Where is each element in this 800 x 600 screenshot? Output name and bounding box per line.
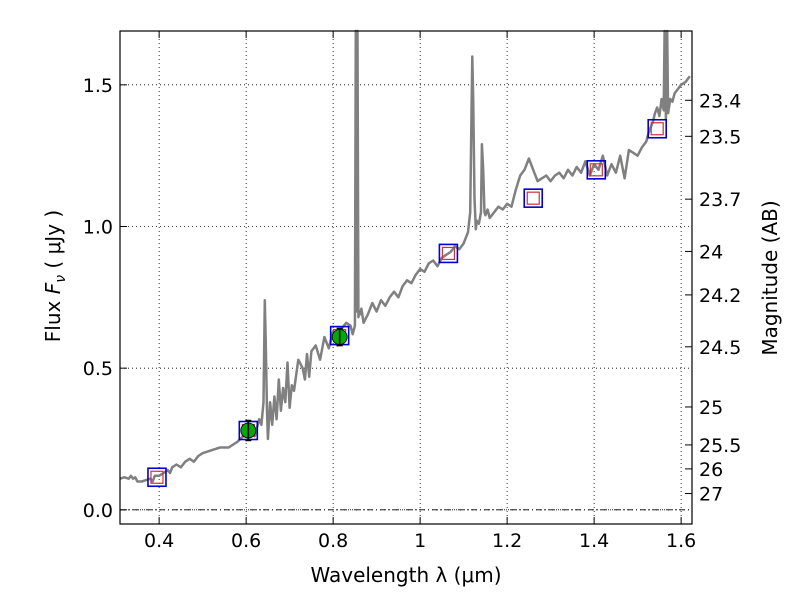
y-tick-label: 0.0 xyxy=(83,500,113,522)
magnitude-tick-label: 26 xyxy=(699,459,723,481)
model-point-inner-square xyxy=(526,191,540,205)
magnitude-tick-label: 23.5 xyxy=(699,126,741,148)
magnitude-tick-label: 25 xyxy=(699,397,723,419)
magnitude-axis-label: Magnitude (AB) xyxy=(758,200,782,355)
model-point-outer-square xyxy=(647,118,668,139)
magnitude-tick-labels: 23.4 23.5 23.7 24 24.2 24.5 25 25.526 27 xyxy=(699,90,741,505)
x-tick-label: 0.6 xyxy=(231,530,261,552)
magnitude-tick-label: 23.7 xyxy=(699,189,741,211)
y-axis-label: Flux Fν ( μJy ) xyxy=(41,210,69,342)
plot-frame xyxy=(119,30,693,525)
grid xyxy=(120,31,692,524)
magnitude-tick-label: 24 xyxy=(699,241,723,263)
model-point-inner-square xyxy=(589,163,603,177)
x-tick-label: 1.4 xyxy=(579,530,609,552)
magnitude-tick-label: 23.4 xyxy=(699,90,741,112)
model-point-inner-square xyxy=(650,122,664,136)
observed-photometry-markers xyxy=(240,327,348,442)
magnitude-tick-label: 24.5 xyxy=(699,337,741,359)
y-tick-label: 0.5 xyxy=(83,358,113,380)
spectrum-line xyxy=(119,29,691,483)
model-point-outer-square xyxy=(523,188,544,208)
model-point-outer-square xyxy=(147,467,167,488)
magnitude-tick-label: 24.2 xyxy=(699,285,741,307)
model-point-outer-square xyxy=(586,160,607,180)
magnitude-tick-label: 27 xyxy=(699,484,723,506)
x-tick-label: 1.2 xyxy=(492,530,522,552)
x-axis-label: Wavelength λ (μm) xyxy=(310,563,501,587)
model-photometry-markers xyxy=(147,118,668,488)
x-tick-label: 1 xyxy=(414,530,426,552)
y-tick-label: 1.5 xyxy=(83,75,113,97)
y-tick-labels: 0.0 0.5 1.0 1.5 xyxy=(83,75,113,522)
x-tick-label: 1.6 xyxy=(666,530,696,552)
model-point-inner-square xyxy=(150,470,164,484)
model-point-inner-square xyxy=(441,246,456,261)
x-tick-labels: 0.4 0.6 0.8 1 1.2 1.4 1.6 xyxy=(144,530,696,552)
model-point-outer-square xyxy=(438,243,459,264)
x-tick-label: 0.4 xyxy=(144,530,174,552)
y-tick-label: 1.0 xyxy=(83,217,113,239)
magnitude-tick-label: 25.5 xyxy=(699,435,741,457)
axis-ticks xyxy=(120,31,692,524)
x-tick-label: 0.8 xyxy=(318,530,348,552)
